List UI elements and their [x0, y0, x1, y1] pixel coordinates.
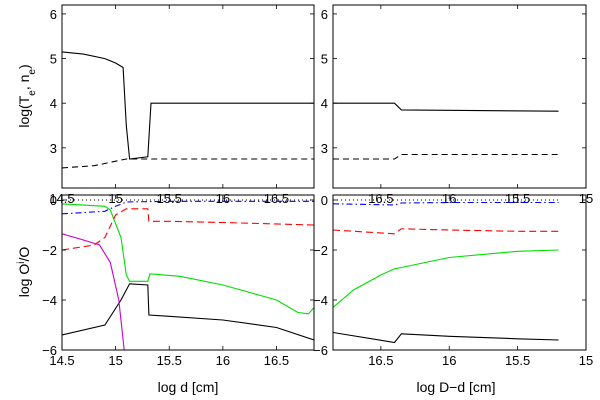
x-tick-label: 15	[108, 353, 122, 368]
y-tick-label: 4	[321, 96, 328, 111]
y-tick-label: −4	[313, 293, 328, 308]
y-tick-label: 4	[50, 96, 57, 111]
y-tick-label: −6	[313, 343, 328, 358]
x-tick-label: 14.5	[49, 353, 74, 368]
series-line-o2-	[62, 208, 314, 251]
x-tick-label: 16	[216, 353, 230, 368]
series-line-o0	[62, 283, 314, 341]
x-tick-label: 16	[442, 353, 456, 368]
y-tick-label: 6	[321, 7, 328, 22]
x-tick-label: 15	[579, 353, 593, 368]
series-line-o0	[333, 331, 559, 344]
series-line-log-n-e	[333, 153, 559, 160]
panel-bottom-left: 14.5 15 15.5 16 16.5 −6 −4 −2 0	[42, 193, 315, 368]
bottom-left-xlabel: log d [cm]	[158, 379, 219, 395]
series-line-o-	[333, 249, 559, 308]
series-line-log-n-e	[62, 158, 314, 169]
x-tick-label: 16.5	[264, 353, 289, 368]
y-tick-label: 5	[50, 52, 57, 67]
series-line-o2-	[333, 228, 559, 235]
y-tick-label: −4	[42, 293, 57, 308]
plot-frame	[332, 194, 587, 351]
plot-frame	[61, 194, 315, 351]
series-line-o3-	[333, 201, 559, 206]
y-tick-label: 5	[321, 52, 328, 67]
y-tick-label: 3	[50, 141, 57, 156]
bottom-ylabel: log Oi/O	[16, 247, 33, 298]
top-ylabel: log(Te, ne)	[16, 64, 38, 127]
x-tick-label: 15.5	[157, 353, 182, 368]
y-tick-label: 0	[50, 193, 57, 208]
y-tick-label: 6	[50, 7, 57, 22]
series-line-log-t-e	[333, 102, 559, 112]
panel-bottom-right: 16.5 16 15.5 15 −6 −4 −2 0	[313, 193, 593, 368]
x-tick-label: 15.5	[505, 353, 530, 368]
y-tick-label: 0	[321, 193, 328, 208]
bottom-right-xlabel: log D−d [cm]	[417, 379, 496, 395]
y-tick-label: −2	[42, 243, 57, 258]
plot-frame	[61, 4, 315, 189]
plot-frame	[332, 4, 587, 189]
y-tick-label: −6	[42, 343, 57, 358]
series-line-o3-	[62, 200, 314, 215]
series-line-o-	[62, 203, 314, 315]
y-tick-label: 3	[321, 141, 328, 156]
x-tick-label: 16.5	[368, 353, 393, 368]
series-line-o4-	[62, 233, 125, 350]
series-line-log-t-e	[62, 51, 314, 160]
y-tick-label: −2	[313, 243, 328, 258]
